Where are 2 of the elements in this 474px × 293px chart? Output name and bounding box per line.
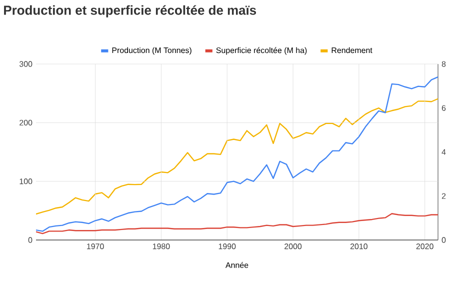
line-series	[36, 98, 438, 215]
chart-title: Production et superficie récoltée de maïs	[4, 5, 256, 18]
